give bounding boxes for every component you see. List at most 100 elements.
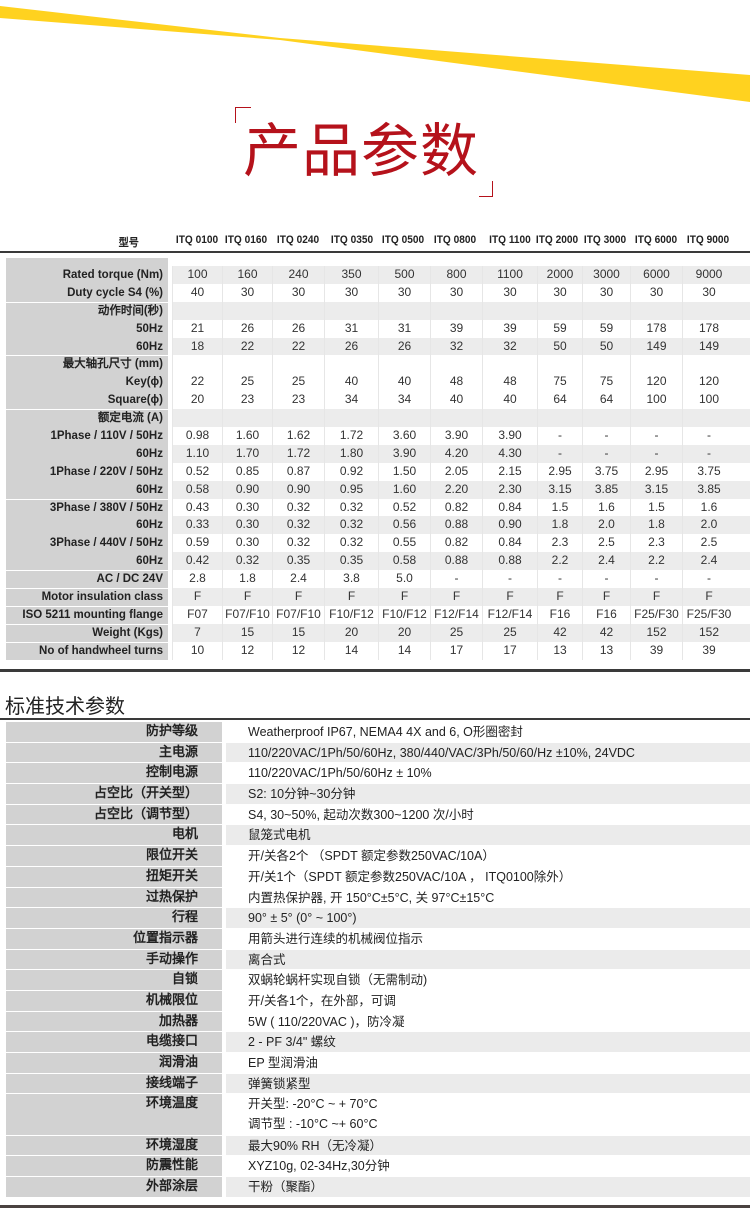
model-name: ITQ 0240 <box>276 234 320 246</box>
param-value: 开/关各1个，在外部，可调 <box>226 991 750 1012</box>
table-cell <box>682 355 735 374</box>
table-cell: 21 <box>172 319 222 338</box>
table-cell: 0.32 <box>324 516 378 535</box>
table-cell: 64 <box>537 391 582 410</box>
table-cell <box>482 301 537 320</box>
table-cell <box>682 301 735 320</box>
table-cell: 0.35 <box>324 552 378 571</box>
table-cell: 0.88 <box>482 552 537 571</box>
param-value-line: XYZ10g, 02-34Hz,30分钟 <box>248 1159 390 1174</box>
table-cell: 2.15 <box>482 462 537 481</box>
table-cell: 0.85 <box>222 462 272 481</box>
param-row: 控制电源 110/220VAC/1Ph/50/60Hz ± 10% <box>6 763 750 785</box>
row-label: 额定电流 (A) <box>6 409 168 428</box>
table-cell: 59 <box>537 319 582 338</box>
table-cell: 39 <box>630 641 682 660</box>
param-label: 主电源 <box>6 742 222 764</box>
table-cell: 152 <box>682 623 735 642</box>
table-cell: 2.5 <box>682 534 735 553</box>
table-cell <box>222 355 272 374</box>
param-value: 干粉（聚酯） <box>226 1177 750 1198</box>
table-cell: F <box>682 588 735 606</box>
table-cell: F <box>482 588 537 606</box>
table-cell: 100 <box>630 391 682 410</box>
param-value: 开/关各2个 （SPDT 额定参数250VAC/10A） <box>226 846 750 867</box>
table-cell: 14 <box>378 641 430 660</box>
row-label: 60Hz <box>6 516 168 535</box>
table-cell: 20 <box>324 623 378 642</box>
table-cell: 22 <box>222 337 272 356</box>
table-cell: 42 <box>582 623 630 642</box>
table-cell: 25 <box>272 373 324 392</box>
table-cell: 0.55 <box>378 534 430 553</box>
row-label: 1Phase / 220V / 50Hz <box>6 462 168 481</box>
table-cell: 0.30 <box>222 534 272 553</box>
table-cell: 31 <box>378 319 430 338</box>
table-row: 60Hz 0.58 0.90 0.90 0.95 1.60 2.20 2.30 3.15 3.85… <box>6 480 750 499</box>
param-label: 环境湿度 <box>6 1135 222 1157</box>
table-cell <box>537 409 582 428</box>
row-cells: 0.43 0.30 0.32 0.32 0.52 0.82 0.84 1.5 1.6 1.5 1.6 <box>172 498 750 517</box>
param-value-line: 内置热保护器, 开 150°C±5°C, 关 97°C±15°C <box>248 890 495 905</box>
table-cell: 42 <box>537 623 582 642</box>
spec-table: Rated torque (Nm) 100 160 240 350 500 800 1100 2… <box>6 258 750 660</box>
param-value-line: 双蜗轮蜗杆实现自锁（无需制动) <box>248 973 428 988</box>
table-cell: 1.50 <box>378 462 430 481</box>
row-cells: 10 12 12 14 14 17 17 13 13 39 39 <box>172 641 750 660</box>
table-cell <box>430 301 482 320</box>
table-cell: 30 <box>430 283 482 302</box>
param-value: 开关型: -20°C ~ + 70°C 调节型 : -10°C ~+ 60°C <box>226 1094 750 1136</box>
table-cell: 120 <box>682 373 735 392</box>
table-cell: 3.8 <box>324 570 378 589</box>
row-label: 50Hz <box>6 319 168 338</box>
table-cell: 48 <box>482 373 537 392</box>
table-cell: - <box>582 570 630 589</box>
row-cells: F07 F07/F10 F07/F10 F10/F12 F10/F12 F12/F14 F1… <box>172 605 750 624</box>
table-cell: 0.32 <box>272 534 324 553</box>
table-cell: 160 <box>222 266 272 284</box>
table-cell: 3.15 <box>630 480 682 499</box>
table-cell: 34 <box>378 391 430 410</box>
table-cell: 1.6 <box>582 498 630 517</box>
table-cell: 2.4 <box>582 552 630 571</box>
param-value-line: 用箭头进行连续的机械阀位指示 <box>248 931 424 946</box>
row-label: Rated torque (Nm) <box>6 266 168 284</box>
table-cell: 0.88 <box>430 552 482 571</box>
table-cell: 48 <box>430 373 482 392</box>
table-row: 60Hz 1.10 1.70 1.72 1.80 3.90 4.20 4.30- - - - <box>6 444 750 463</box>
table-cell: 0.32 <box>272 516 324 535</box>
param-row: 自锁 双蜗轮蜗杆实现自锁（无需制动) <box>6 970 750 991</box>
row-cells: 0.42 0.32 0.35 0.35 0.58 0.88 0.88 2.2 2.4 2.2 2.4 <box>172 552 750 571</box>
table-cell: - <box>430 570 482 589</box>
table-cell: 0.92 <box>324 462 378 481</box>
param-value: 开/关1个（SPDT 额定参数250VAC/10A ， ITQ0100除外） <box>226 867 750 888</box>
model-name: ITQ 1100 <box>489 234 531 246</box>
table-row: 1Phase / 220V / 50Hz 0.52 0.85 0.87 0.92 1.50… <box>6 462 750 481</box>
table-row: 50Hz 21 26 26 31 31 39 39 59 59 178 178 <box>6 319 750 338</box>
table-cell: 75 <box>537 373 582 392</box>
table-cell: 75 <box>582 373 630 392</box>
table-cell: 1.80 <box>324 444 378 463</box>
table-cell: 2.30 <box>482 480 537 499</box>
param-value: 离合式 <box>226 949 750 971</box>
table-cell: - <box>537 570 582 589</box>
divider <box>0 718 750 720</box>
table-cell: 3.75 <box>582 462 630 481</box>
table-cell: 17 <box>482 641 537 660</box>
row-cells: 7 15 15 20 20 25 25 42 42 152 152 <box>172 623 750 642</box>
table-cell: 1.60 <box>378 480 430 499</box>
table-cell: 3.15 <box>537 480 582 499</box>
table-cell: 2.3 <box>537 534 582 553</box>
table-cell: 32 <box>482 337 537 356</box>
table-cell: 240 <box>272 266 324 284</box>
param-row: 电机 鼠笼式电机 <box>6 825 750 847</box>
table-cell: 149 <box>630 337 682 356</box>
row-cells: 20 23 23 34 34 40 40 64 64 100 100 <box>172 391 750 410</box>
param-value: 最大90% RH（无冷凝） <box>226 1135 750 1157</box>
table-cell: 1.60 <box>222 427 272 445</box>
table-cell: - <box>630 444 682 463</box>
row-label: Key(ϕ) <box>6 373 168 392</box>
model-name: ITQ 0500 <box>381 234 425 246</box>
param-value: 鼠笼式电机 <box>226 825 750 847</box>
table-cell: 30 <box>222 283 272 302</box>
